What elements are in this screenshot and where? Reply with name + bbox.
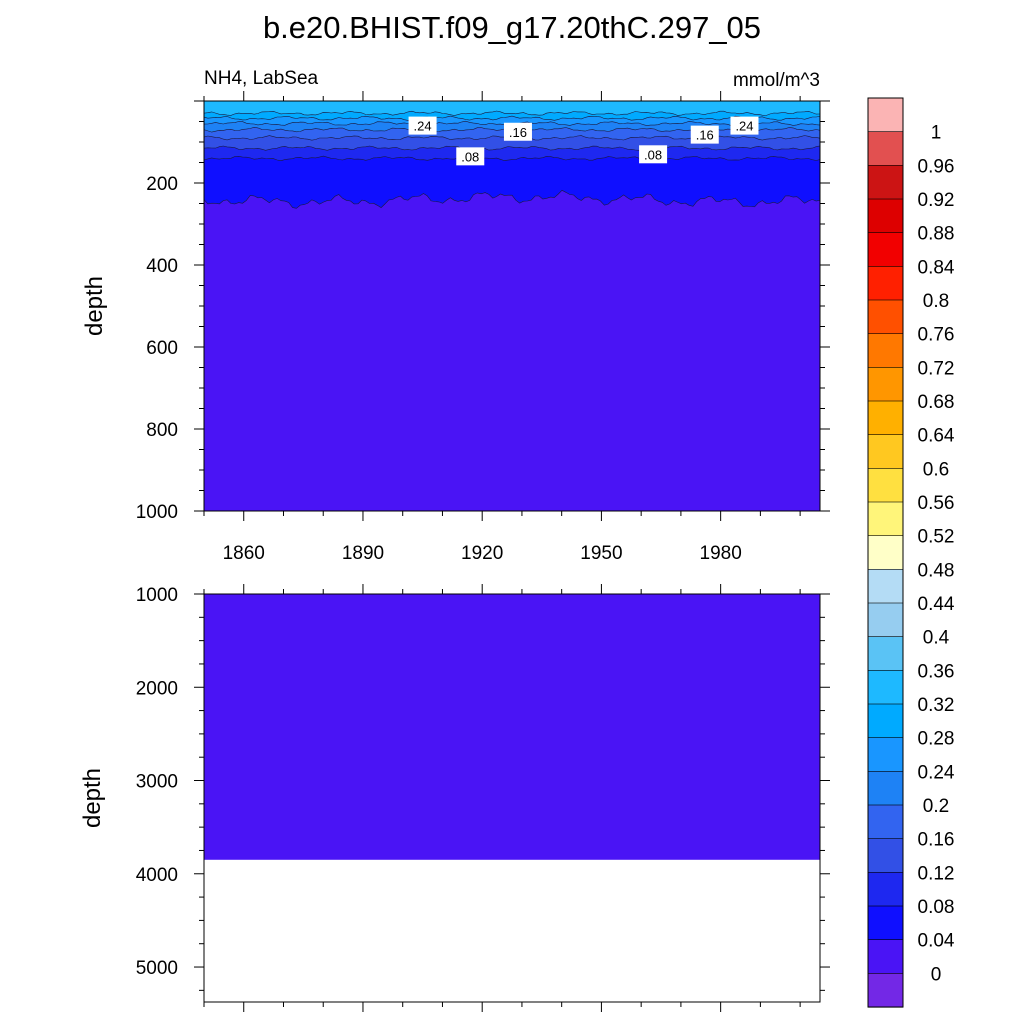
- upper-y-axis-label: depth: [81, 276, 108, 336]
- y-tick-label: 1000: [136, 502, 178, 523]
- colorbar-label: 0.92: [918, 190, 955, 211]
- colorbar-label: 1: [931, 123, 942, 144]
- colorbar-swatch: [867, 872, 904, 907]
- x-tick-label: 1950: [580, 543, 622, 564]
- colorbar-label: 0.08: [918, 897, 955, 918]
- colorbar-swatch: [867, 569, 904, 604]
- colorbar-swatch: [867, 400, 904, 436]
- contour-label-text: .24: [735, 119, 753, 134]
- x-tick-label: 1890: [342, 543, 384, 564]
- colorbar-swatch: [867, 905, 904, 941]
- colorbar-swatch: [867, 198, 904, 234]
- colorbar-label: 0.68: [918, 392, 955, 413]
- colorbar: 1 0.96 0.92 0.88 0.84 0.8 0.76 0.72 0.68 0.64 0.6 0…: [867, 97, 955, 1008]
- contour-label-text: .08: [461, 149, 479, 164]
- colorbar-label: 0.72: [918, 358, 955, 379]
- colorbar-swatch: [867, 535, 904, 570]
- colorbar-label: 0.8: [923, 291, 949, 312]
- contour-label: .24: [730, 116, 759, 135]
- y-tick-label: 200: [146, 174, 178, 195]
- lower-panel: 1000 2000 3000 4000 5000 depth: [79, 584, 830, 1012]
- colorbar-swatch: [867, 670, 904, 705]
- colorbar-label: 0.48: [918, 560, 955, 581]
- colorbar-label: 0.36: [918, 661, 955, 682]
- contour-label-text: .16: [509, 125, 527, 140]
- lower-y-axis-label: depth: [79, 768, 106, 828]
- contour-label: .08: [456, 147, 485, 166]
- contour-label: .24: [408, 116, 437, 135]
- colorbar-label: 0.88: [918, 224, 955, 245]
- y-tick-label: 400: [146, 256, 178, 277]
- contour-label: .08: [639, 145, 668, 164]
- colorbar-swatch: [867, 804, 904, 840]
- units-label: mmol/m^3: [733, 70, 820, 91]
- colorbar-label: 0.2: [923, 796, 949, 817]
- contour-label-text: .24: [414, 119, 432, 134]
- y-tick-label: 2000: [136, 678, 178, 699]
- x-tick-label: 1860: [223, 543, 265, 564]
- colorbar-label: 0.16: [918, 830, 955, 851]
- colorbar-swatch: [867, 232, 904, 267]
- contour-band: [203, 100, 821, 116]
- upper-panel: .24 .16 .08 .08 .16 .24 200 400 600 800 1000 1860 18…: [81, 91, 830, 564]
- contour-label-text: .16: [696, 128, 714, 143]
- colorbar-swatch: [867, 367, 904, 402]
- colorbar-swatch: [867, 266, 904, 301]
- colorbar-label: 0.56: [918, 493, 955, 514]
- colorbar-swatch: [867, 838, 904, 873]
- y-tick-label: 800: [146, 420, 178, 441]
- colorbar-label: 0.84: [918, 257, 955, 278]
- colorbar-label: 0.96: [918, 156, 955, 177]
- colorbar-frame: [867, 97, 904, 1008]
- colorbar-swatch: [867, 501, 904, 537]
- colorbar-label: 0.6: [923, 459, 949, 480]
- colorbar-swatch: [867, 973, 904, 1008]
- colorbar-swatch: [867, 636, 904, 671]
- y-tick-label: 5000: [136, 958, 178, 979]
- colorbar-label: 0.52: [918, 527, 955, 548]
- colorbar-swatch: [867, 131, 904, 166]
- lower-fill: [204, 594, 820, 860]
- colorbar-label: 0: [931, 964, 942, 985]
- colorbar-swatch: [867, 703, 904, 739]
- contour-label-text: .08: [644, 147, 662, 162]
- x-tick-label: 1980: [700, 543, 742, 564]
- colorbar-swatch: [867, 97, 904, 133]
- y-tick-label: 3000: [136, 772, 178, 793]
- y-tick-label: 4000: [136, 865, 178, 886]
- colorbar-swatch: [867, 468, 904, 503]
- colorbar-label: 0.04: [918, 931, 955, 952]
- colorbar-label: 0.76: [918, 325, 955, 346]
- colorbar-label: 0.12: [918, 863, 955, 884]
- y-tick-label: 1000: [136, 585, 178, 606]
- colorbar-label: 0.28: [918, 729, 955, 750]
- figure-title: b.e20.BHIST.f09_g17.20thC.297_05: [263, 10, 761, 45]
- lower-frame: [203, 593, 821, 1003]
- colorbar-swatch: [867, 602, 904, 638]
- colorbar-swatch: [867, 165, 904, 200]
- colorbar-label: 0.24: [918, 762, 955, 783]
- colorbar-swatch: [867, 333, 904, 368]
- colorbar-label: 0.44: [918, 594, 955, 615]
- contour-label: .16: [503, 122, 532, 141]
- colorbar-label: 0.4: [923, 628, 950, 649]
- colorbar-swatch: [867, 737, 904, 772]
- contour-label: .16: [690, 125, 719, 144]
- variable-region-label: NH4, LabSea: [204, 68, 319, 89]
- colorbar-swatch: [867, 939, 904, 974]
- colorbar-label: 0.32: [918, 695, 955, 716]
- colorbar-swatch: [867, 771, 904, 806]
- colorbar-swatch: [867, 299, 904, 335]
- y-tick-label: 600: [146, 338, 178, 359]
- colorbar-label: 0.64: [918, 426, 955, 447]
- colorbar-swatch: [867, 434, 904, 469]
- x-tick-label: 1920: [461, 543, 503, 564]
